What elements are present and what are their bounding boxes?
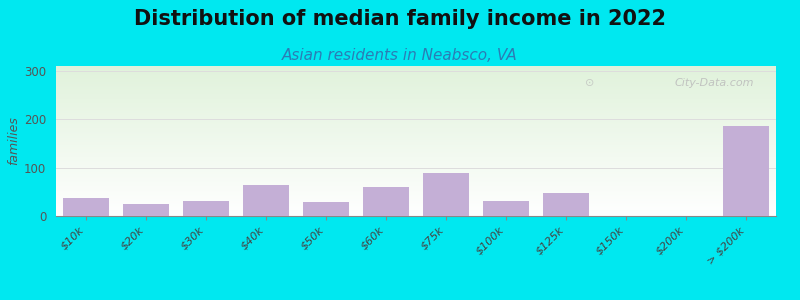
Text: Asian residents in Neabsco, VA: Asian residents in Neabsco, VA <box>282 48 518 63</box>
Bar <box>542 193 590 216</box>
Bar <box>302 202 350 216</box>
Bar <box>122 204 170 216</box>
Bar <box>62 198 110 216</box>
Y-axis label: families: families <box>7 117 20 165</box>
Bar <box>722 127 770 216</box>
Bar <box>422 173 470 216</box>
Text: Distribution of median family income in 2022: Distribution of median family income in … <box>134 9 666 29</box>
Bar <box>482 200 530 216</box>
Bar <box>182 202 230 216</box>
Text: City-Data.com: City-Data.com <box>675 78 754 88</box>
Text: ⊙: ⊙ <box>586 78 594 88</box>
Bar <box>362 187 410 216</box>
Bar <box>242 184 290 216</box>
